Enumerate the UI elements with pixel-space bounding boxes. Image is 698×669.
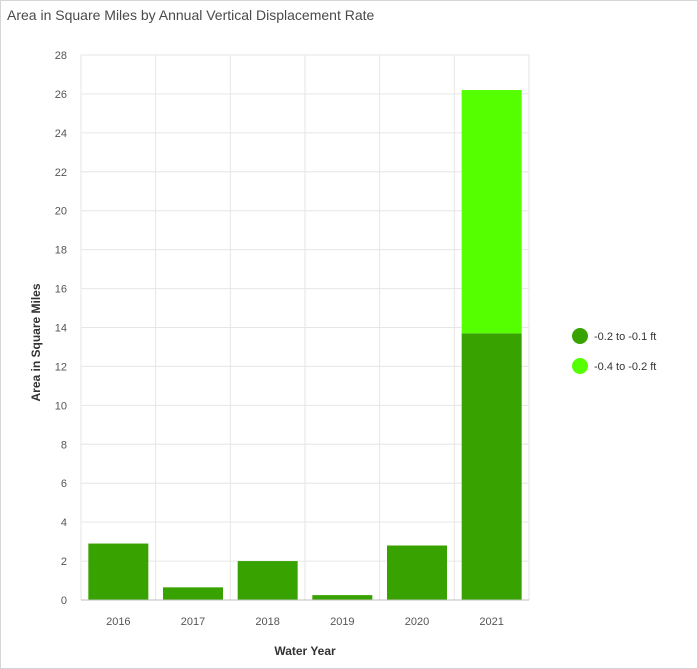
y-tick-label: 8 — [61, 439, 67, 451]
legend-marker-series-2[interactable] — [572, 358, 588, 374]
x-tick-label: 2020 — [405, 616, 429, 628]
bar-2021-series-1[interactable] — [461, 333, 522, 600]
legend-label-series-1[interactable]: -0.2 to -0.1 ft — [594, 331, 656, 343]
y-tick-label: 18 — [55, 245, 67, 257]
y-tick-label: 0 — [61, 595, 67, 607]
bar-2016-series-1[interactable] — [88, 543, 149, 600]
y-tick-label: 28 — [55, 50, 67, 62]
y-tick-label: 4 — [61, 517, 67, 529]
y-axis-title: Area in Square Miles — [29, 283, 43, 401]
y-tick-label: 24 — [55, 128, 67, 140]
bar-2021-series-2[interactable] — [461, 90, 522, 334]
y-tick-label: 12 — [55, 361, 67, 373]
y-tick-label: 26 — [55, 89, 67, 101]
bar-2020-series-1[interactable] — [387, 545, 447, 601]
x-tick-label: 2018 — [255, 616, 279, 628]
y-tick-label: 20 — [55, 206, 67, 218]
y-tick-label: 22 — [55, 167, 67, 179]
bar-2018-series-1[interactable] — [237, 561, 298, 600]
x-tick-label: 2019 — [330, 616, 354, 628]
y-tick-label: 6 — [61, 478, 67, 490]
x-tick-label: 2016 — [106, 616, 130, 628]
x-tick-label: 2017 — [181, 616, 205, 628]
legend-label-series-2[interactable]: -0.4 to -0.2 ft — [594, 361, 656, 373]
y-tick-label: 2 — [61, 556, 67, 568]
bar-2017-series-1[interactable] — [163, 587, 223, 600]
x-axis-title: Water Year — [274, 644, 336, 658]
x-tick-label: 2021 — [479, 616, 503, 628]
y-tick-label: 10 — [55, 400, 67, 412]
y-tick-label: 16 — [55, 284, 67, 296]
bar-2019-series-1[interactable] — [312, 595, 373, 600]
y-tick-label: 14 — [55, 323, 67, 335]
legend-marker-series-1[interactable] — [572, 328, 588, 344]
chart-title: Area in Square Miles by Annual Vertical … — [7, 7, 375, 23]
